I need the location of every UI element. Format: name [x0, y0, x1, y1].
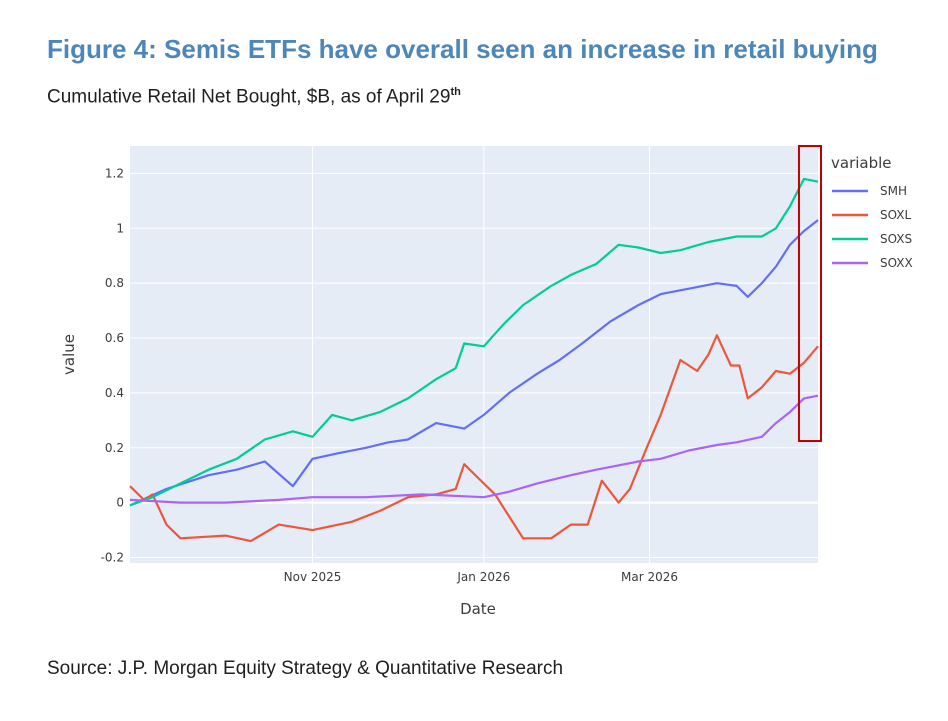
y-axis-ticks: -0.2 0 0.2 0.4 0.6 0.8 1 1.2 [101, 166, 124, 564]
legend-label-smh: SMH [880, 184, 907, 198]
y-axis-title: value [60, 334, 78, 375]
highlight-box [797, 145, 822, 442]
x-tick-label: Nov 2025 [284, 570, 342, 584]
y-tick-label: 1 [116, 221, 124, 235]
x-axis-title: Date [460, 600, 496, 618]
figure-title: Figure 4: Semis ETFs have overall seen a… [47, 34, 878, 64]
y-tick-label: 0.8 [105, 276, 124, 290]
series-lines [129, 177, 819, 543]
y-tick-label: 1.2 [105, 166, 124, 180]
x-tick-label: Jan 2026 [456, 570, 510, 584]
legend-label-soxx: SOXX [880, 256, 913, 270]
subtitle-superscript: th [450, 86, 461, 98]
x-axis-ticks: Nov 2025 Jan 2026 Mar 2026 [284, 570, 678, 584]
y-tick-label: 0.4 [105, 386, 124, 400]
figure-subtitle: Cumulative Retail Net Bought, $B, as of … [47, 86, 461, 108]
y-tick-label: -0.2 [101, 551, 124, 565]
legend: variable SMH SOXL SOXS SOXX [831, 154, 913, 270]
series-line-soxs [129, 177, 819, 507]
legend-label-soxl: SOXL [880, 208, 912, 222]
legend-label-soxs: SOXS [880, 232, 912, 246]
series-line-smh [129, 219, 819, 507]
series-line-soxl [129, 334, 819, 543]
y-tick-label: 0.2 [105, 441, 124, 455]
y-tick-label: 0 [116, 496, 124, 510]
source-note: Source: J.P. Morgan Equity Strategy & Qu… [47, 658, 564, 679]
x-tick-label: Mar 2026 [621, 570, 678, 584]
plot-area [130, 146, 818, 563]
series-line-soxx [129, 394, 819, 504]
y-tick-label: 0.6 [105, 331, 124, 345]
legend-title: variable [831, 154, 892, 172]
subtitle-text: Cumulative Retail Net Bought, $B, as of … [47, 86, 451, 108]
